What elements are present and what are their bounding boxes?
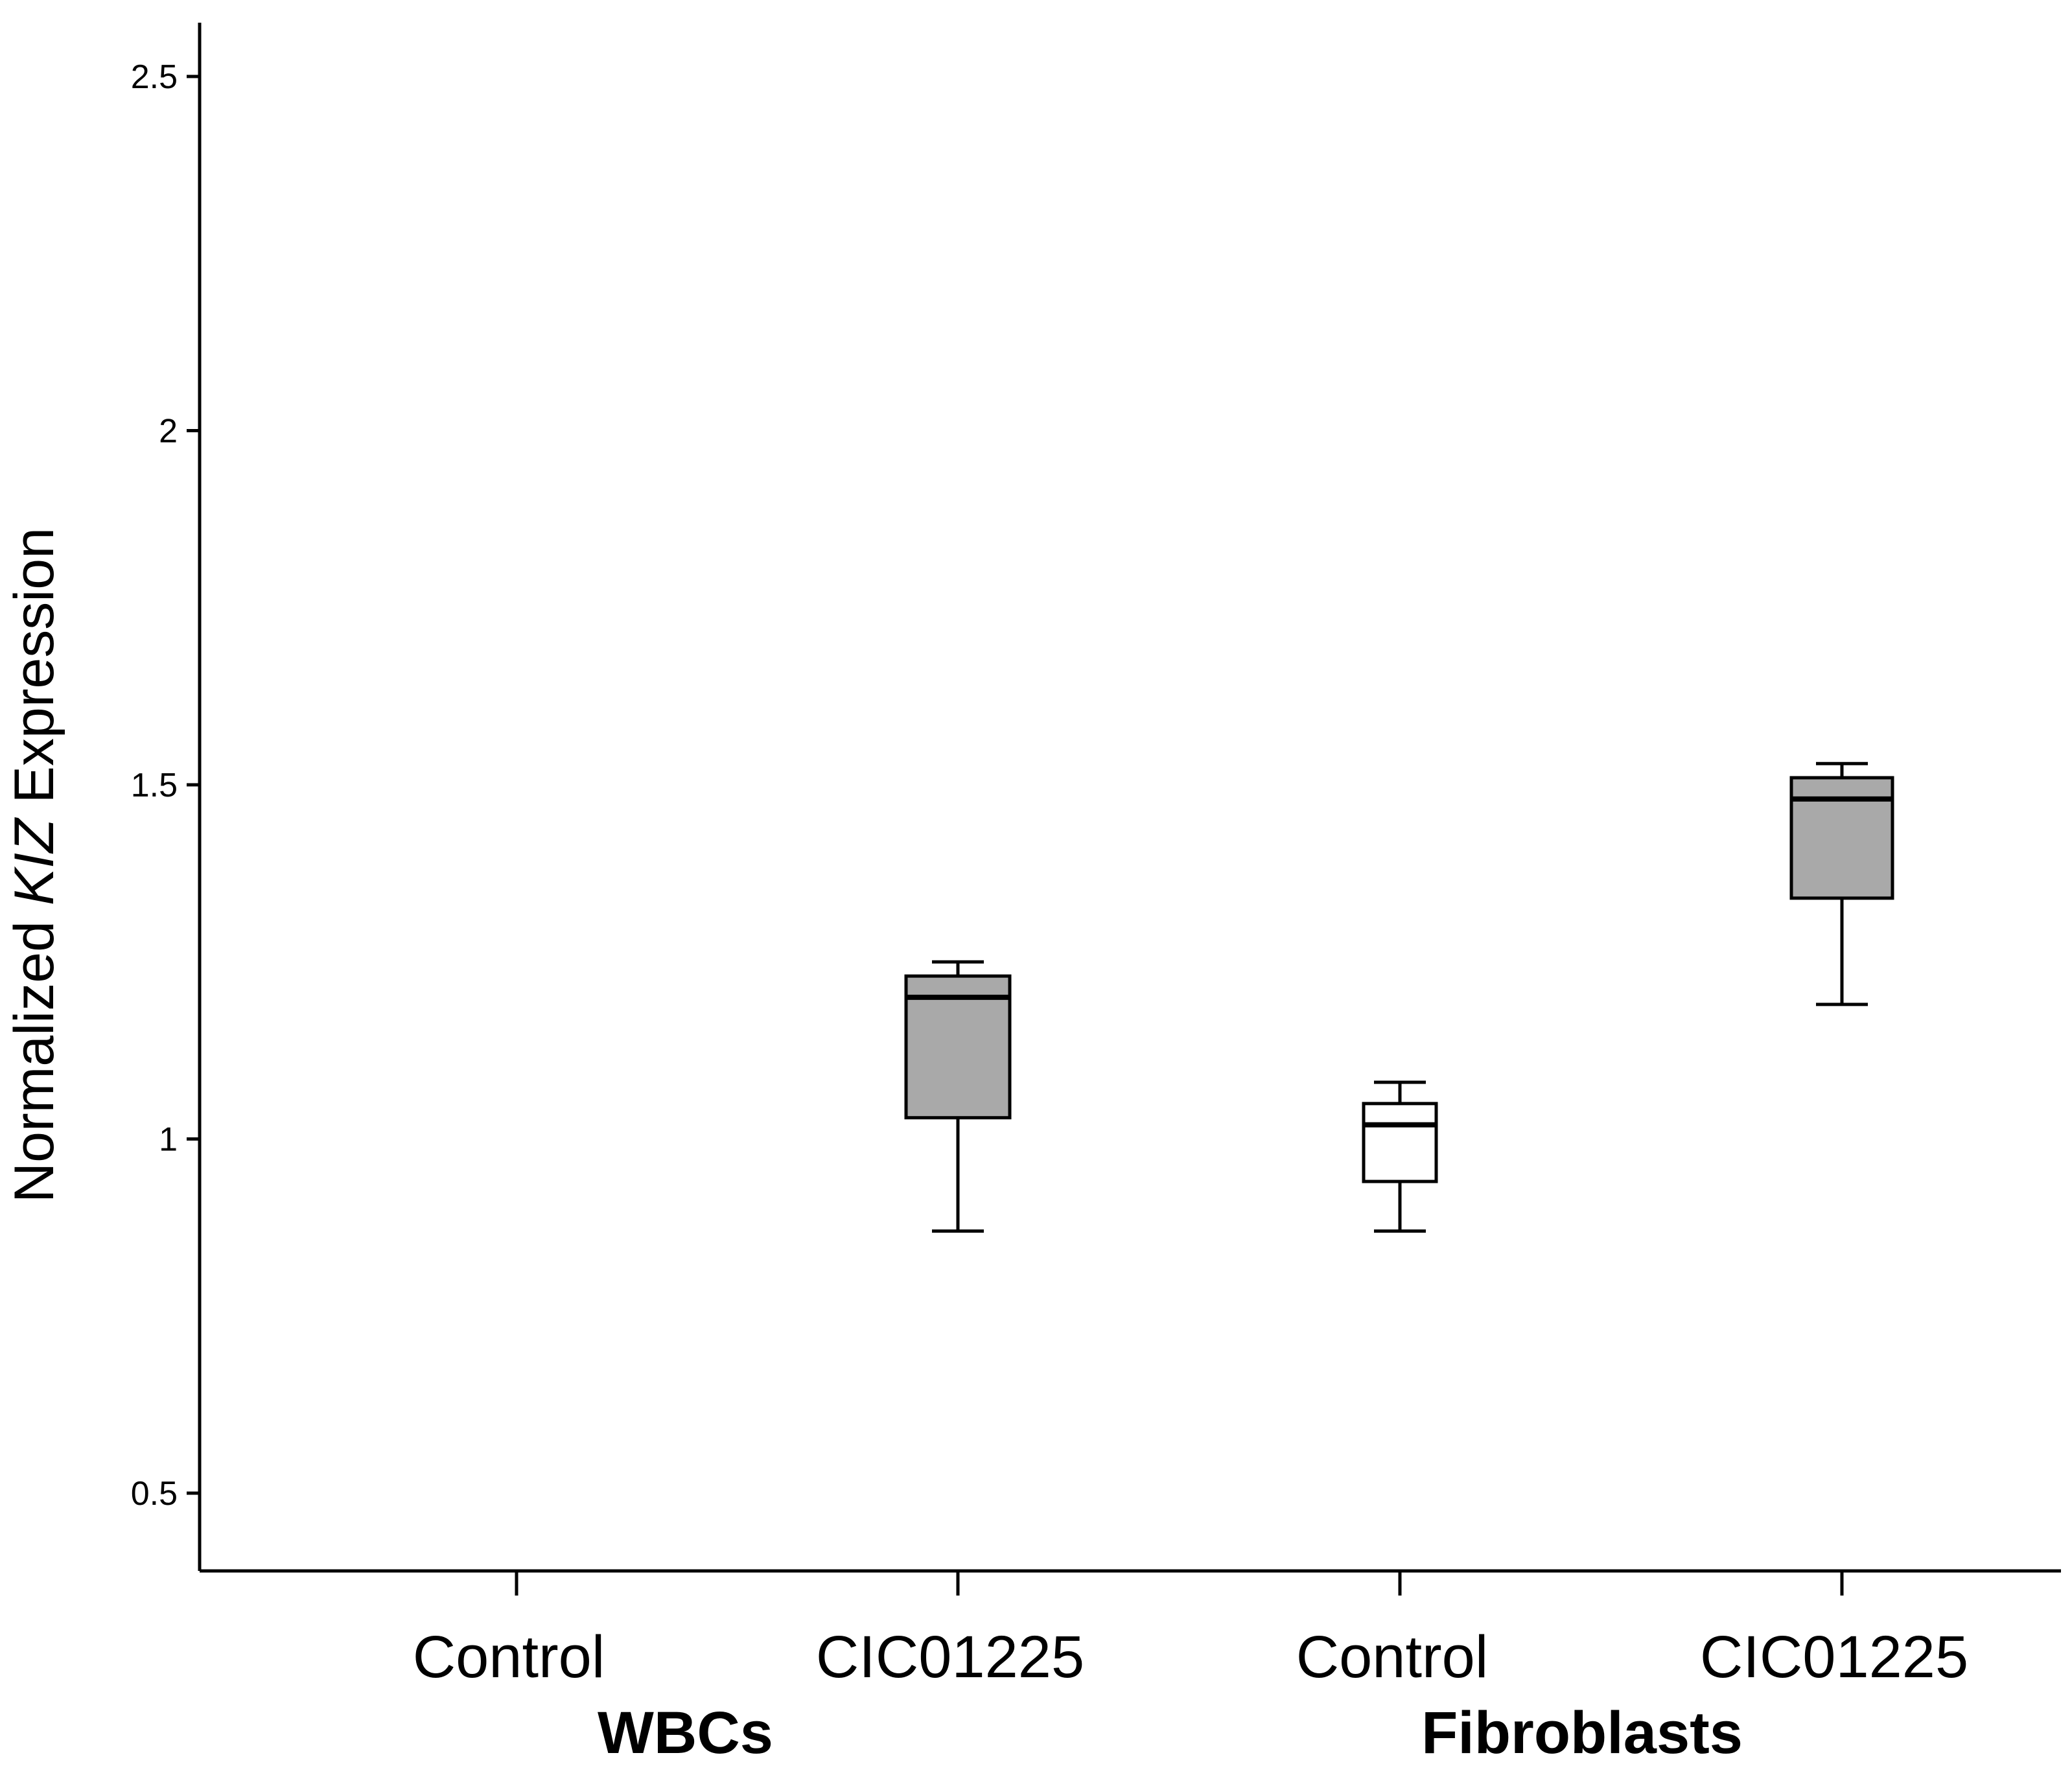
box-fibroblasts-control <box>1362 1080 1438 1233</box>
x-category-label: CIC01225 <box>816 1624 1084 1690</box>
y-tick-label: 0.5 <box>131 1475 178 1513</box>
box-iqr <box>1789 776 1894 900</box>
plot-area: **N.S. <box>904 761 1894 1233</box>
box-wbcs-cic01225 <box>904 960 1012 1233</box>
box-fibroblasts-cic01225 <box>1789 761 1894 1006</box>
y-tick-label: 2 <box>159 413 178 450</box>
y-axis-label-part: Expression <box>3 528 65 819</box>
y-axis-label-part: Normalized <box>3 905 65 1203</box>
y-tick-label: 1 <box>159 1121 178 1159</box>
group-label: Fibroblasts <box>1421 1700 1743 1766</box>
y-axis-label-gene: KIZ <box>3 817 65 905</box>
x-category-label: Control <box>1296 1624 1489 1690</box>
box-iqr <box>1362 1102 1438 1183</box>
x-category-label: Control <box>413 1624 605 1690</box>
y-tick-label: 2.5 <box>131 58 178 96</box>
x-category-label: CIC01225 <box>1700 1624 1968 1690</box>
y-axis-label: Normalized KIZ Expression <box>3 528 65 1203</box>
group-label: WBCs <box>598 1700 773 1766</box>
y-tick-label: 1.5 <box>131 767 178 804</box>
